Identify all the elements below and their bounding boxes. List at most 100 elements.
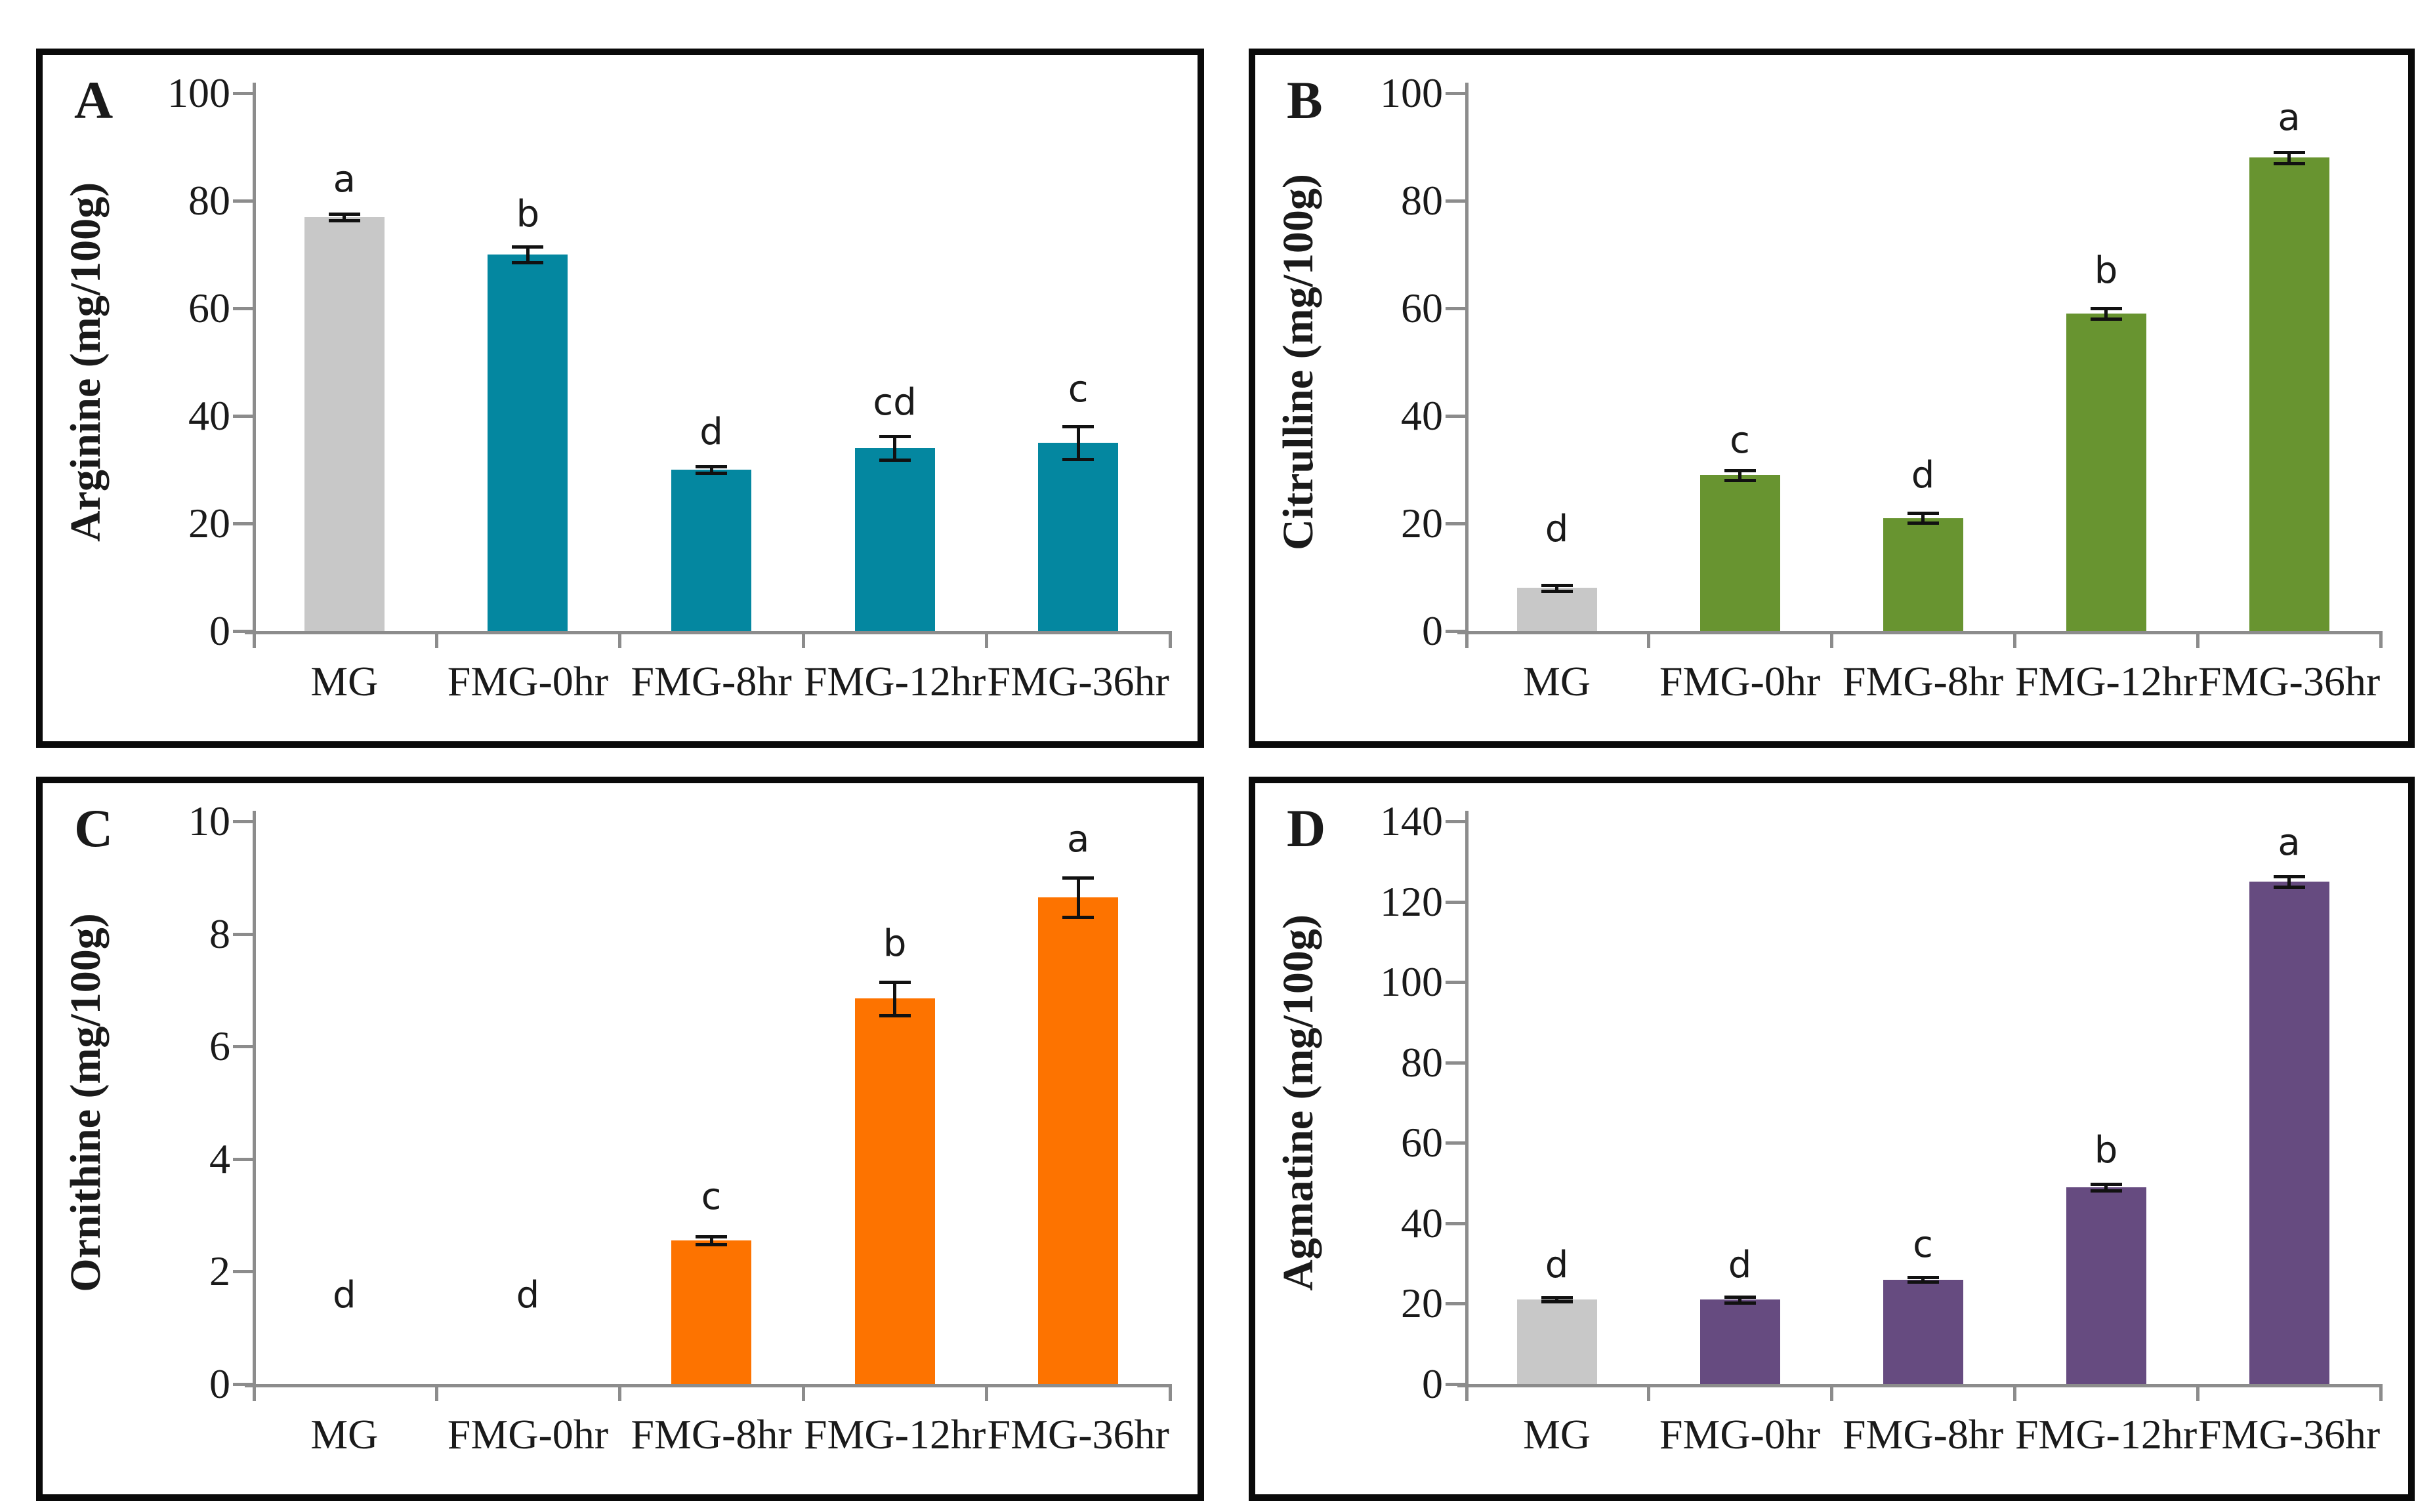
y-tick-mark (1446, 415, 1465, 418)
error-bar-cap-top (1907, 1275, 1939, 1279)
bar-FMG-36hr (1038, 443, 1119, 631)
error-bar-cap-bottom (1907, 521, 1939, 525)
error-bar-cap-top (696, 465, 727, 469)
y-tick-mark (1446, 92, 1465, 95)
x-category-label-MG: MG (310, 658, 379, 705)
y-axis-title: Agmatine (mg/100g) (1274, 914, 1322, 1291)
x-category-label-FMG-0hr: FMG-0hr (447, 1411, 609, 1458)
sig-letter-MG: d (1545, 1243, 1569, 1286)
error-bar-cap-bottom (879, 1014, 911, 1017)
error-bar-cap-top (879, 435, 911, 439)
bar-MG (1516, 588, 1597, 631)
error-bar-cap-top (1062, 425, 1094, 429)
error-bar-FMG-0hr (1738, 470, 1741, 480)
x-category-label-FMG-0hr: FMG-0hr (447, 658, 609, 705)
x-category-label-MG: MG (310, 1411, 379, 1458)
y-tick-label: 20 (188, 500, 230, 546)
bar-FMG-8hr (1883, 518, 1963, 631)
error-bar-cap-top (1907, 512, 1939, 516)
y-tick-mark (1446, 1141, 1465, 1145)
panel-letter-D: D (1287, 798, 1326, 858)
x-tick-mark (1830, 1384, 1833, 1401)
bar-FMG-8hr (1883, 1279, 1963, 1384)
sig-letter-FMG-12hr: cd (873, 381, 917, 424)
error-bar-cap-bottom (1541, 589, 1573, 593)
panel-B: B Citrulline (mg/100g) 0 20 40 60 80 100 d MG c FMG… (1249, 49, 2415, 748)
y-tick-mark (233, 522, 253, 525)
error-bar-MG (1555, 1297, 1558, 1302)
bar-FMG-8hr (671, 470, 751, 631)
error-bar-MG (1555, 585, 1558, 591)
error-bar-FMG-36hr (2287, 876, 2291, 887)
panel-C: C Ornithine (mg/100g) 0 2 4 6 8 10 d MG d FMG-0hr c F… (36, 777, 1204, 1501)
error-bar-cap-bottom (1062, 457, 1094, 461)
x-category-label-FMG-36hr: FMG-36hr (987, 1411, 1169, 1458)
y-tick-label: 100 (1380, 70, 1443, 116)
x-tick-mark (618, 631, 622, 648)
y-tick-label: 8 (209, 910, 230, 957)
y-tick-mark (1446, 199, 1465, 203)
error-bar-cap-bottom (1724, 478, 1756, 482)
x-category-label-FMG-36hr: FMG-36hr (987, 658, 1169, 705)
y-tick-label: 40 (1401, 1199, 1443, 1246)
x-axis-line (1457, 631, 2381, 634)
error-bar-FMG-0hr (526, 246, 530, 263)
sig-letter-FMG-0hr: c (1730, 419, 1750, 462)
x-category-label-FMG-12hr: FMG-12hr (803, 1411, 986, 1458)
bar-FMG-8hr (671, 1240, 751, 1384)
bar-FMG-0hr (1699, 475, 1780, 631)
x-tick-mark (2196, 631, 2199, 648)
y-tick-mark (1446, 522, 1465, 525)
sig-letter-MG: d (333, 1273, 356, 1317)
bar-FMG-0hr (488, 255, 568, 631)
bar-MG (1516, 1299, 1597, 1384)
y-tick-label: 40 (1401, 392, 1443, 439)
y-tick-label: 80 (1401, 177, 1443, 224)
y-tick-label: 140 (1380, 798, 1443, 844)
x-tick-mark (434, 631, 438, 648)
error-bar-cap-top (879, 980, 911, 984)
bar-FMG-36hr (1038, 897, 1119, 1384)
panel-D-inner: D Agmatine (mg/100g) 0 20 40 60 80 100 120 140 d MG… (1255, 783, 2408, 1494)
bar-MG (304, 216, 385, 631)
y-tick-mark (1446, 1302, 1465, 1306)
bar-FMG-36hr (2249, 881, 2329, 1384)
panel-D: D Agmatine (mg/100g) 0 20 40 60 80 100 120 140 d MG… (1249, 777, 2415, 1501)
sig-letter-FMG-36hr: a (2278, 96, 2301, 139)
y-tick-mark (1446, 1061, 1465, 1065)
y-tick-mark (1446, 820, 1465, 823)
error-bar-FMG-12hr (893, 436, 897, 460)
bar-FMG-12hr (854, 448, 935, 631)
y-tick-label: 0 (209, 607, 230, 654)
panel-C-inner: C Ornithine (mg/100g) 0 2 4 6 8 10 d MG d FMG-0hr c F… (43, 783, 1198, 1494)
y-axis-title: Ornithine (mg/100g) (62, 913, 110, 1292)
error-bar-FMG-12hr (2104, 308, 2108, 319)
x-tick-mark (2013, 631, 2016, 648)
x-category-label-FMG-8hr: FMG-8hr (1842, 1411, 2004, 1458)
bar-FMG-12hr (2066, 314, 2146, 631)
error-bar-FMG-8hr (709, 1236, 713, 1245)
error-bar-MG (343, 213, 346, 220)
x-category-label-FMG-8hr: FMG-8hr (631, 1411, 792, 1458)
y-tick-mark (1446, 630, 1465, 633)
bar-FMG-36hr (2249, 157, 2329, 631)
sig-letter-FMG-8hr: c (1913, 1223, 1933, 1267)
y-tick-label: 20 (1401, 1280, 1443, 1327)
bar-FMG-12hr (2066, 1187, 2146, 1384)
panel-B-inner: B Citrulline (mg/100g) 0 20 40 60 80 100 d MG c FMG… (1255, 55, 2408, 741)
y-tick-mark (233, 932, 253, 936)
x-tick-mark (1169, 1384, 1172, 1401)
x-tick-mark (801, 631, 805, 648)
error-bar-cap-bottom (2273, 161, 2305, 165)
x-tick-mark (1169, 631, 1172, 648)
error-bar-cap-bottom (879, 459, 911, 462)
x-tick-mark (801, 1384, 805, 1401)
x-category-label-FMG-12hr: FMG-12hr (2014, 1411, 2198, 1458)
x-tick-mark (618, 1384, 622, 1401)
y-axis-line (253, 83, 256, 648)
panel-letter-B: B (1287, 70, 1323, 130)
x-category-label-FMG-8hr: FMG-8hr (631, 658, 792, 705)
error-bar-cap-top (1062, 876, 1094, 880)
x-tick-mark (2013, 1384, 2016, 1401)
error-bar-cap-top (2090, 307, 2122, 310)
